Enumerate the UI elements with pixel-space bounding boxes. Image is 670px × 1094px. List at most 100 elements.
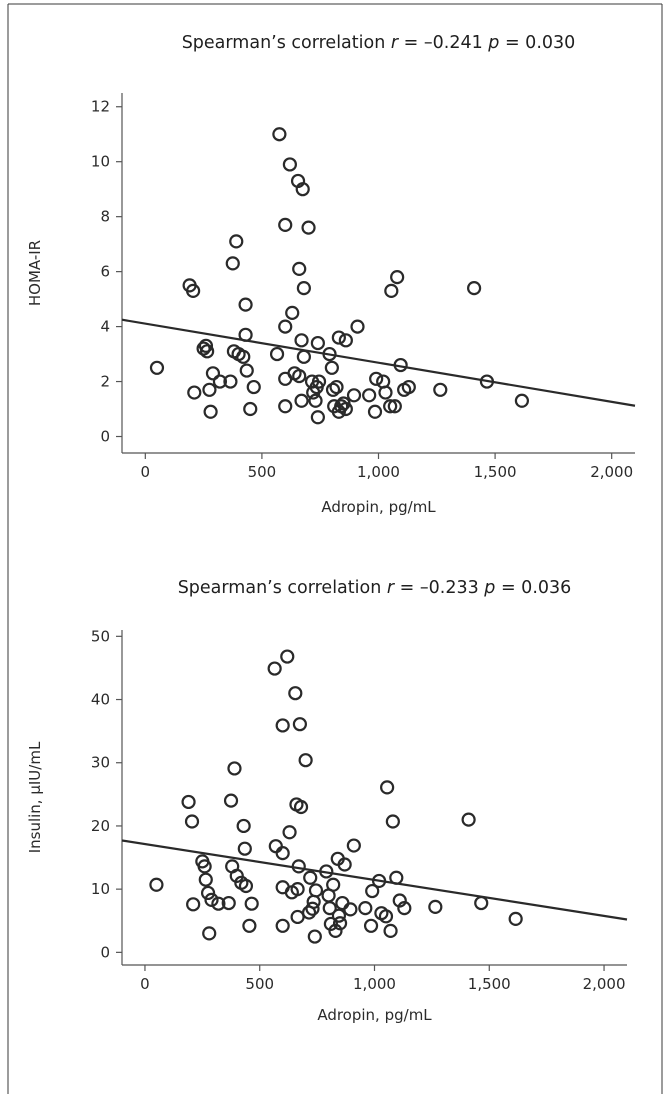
data-point	[244, 896, 259, 911]
data-point	[326, 877, 341, 892]
data-point	[282, 825, 297, 840]
data-point	[329, 379, 344, 395]
data-point	[223, 793, 239, 808]
data-point	[461, 812, 476, 827]
data-point	[227, 761, 242, 776]
data-point	[285, 305, 300, 320]
chart-title: Spearman’s correlation r = –0.233 p = 0.…	[178, 578, 572, 598]
title-pre: Spearman’s correlation	[178, 578, 387, 598]
data-point	[363, 918, 379, 933]
data-point	[337, 857, 352, 872]
title-r-val: = –0.241	[398, 33, 488, 53]
data-point	[319, 864, 334, 879]
data-point	[474, 895, 489, 911]
data-point	[390, 270, 405, 285]
data-point	[428, 899, 443, 914]
y-tick-label: 0	[100, 428, 110, 446]
data-point	[433, 382, 448, 397]
title-p-sym: p	[483, 578, 495, 598]
y-tick-label: 40	[91, 691, 110, 709]
data-point	[181, 794, 196, 810]
data-point	[290, 882, 305, 897]
data-point	[295, 182, 310, 197]
data-point	[362, 388, 377, 403]
y-tick-label: 2	[100, 373, 110, 391]
data-point	[514, 393, 530, 408]
x-tick-label: 500	[248, 463, 277, 481]
data-point	[294, 333, 309, 348]
data-point	[272, 127, 287, 142]
data-point	[393, 357, 408, 373]
data-point	[322, 346, 337, 362]
data-point	[278, 319, 293, 334]
data-point	[288, 686, 303, 701]
data-point	[184, 814, 200, 829]
y-tick-label: 30	[91, 754, 110, 772]
data-point	[239, 363, 254, 378]
y-tick-label: 50	[91, 627, 110, 645]
data-point	[236, 818, 251, 834]
data-point	[384, 283, 399, 298]
data-point	[290, 909, 305, 925]
y-tick-label: 10	[91, 880, 110, 898]
data-point	[280, 649, 295, 664]
data-point	[278, 217, 293, 233]
data-point	[278, 399, 293, 414]
data-point	[202, 926, 217, 941]
data-point	[205, 366, 221, 381]
data-point	[383, 399, 398, 414]
x-tick-label: 1,000	[357, 463, 400, 481]
data-point	[392, 893, 407, 908]
data-point	[275, 846, 290, 861]
data-point	[269, 346, 285, 362]
data-point	[467, 281, 482, 296]
title-r-sym: r	[387, 578, 396, 598]
data-point	[149, 360, 165, 375]
data-point	[401, 379, 416, 395]
data-point	[221, 895, 236, 911]
y-axis-label: Insulin, μIU/mL	[26, 741, 44, 853]
chart-homa-ir: Spearman’s correlation r = –0.241 p = 0.…	[26, 33, 636, 516]
y-axis-label: HOMA-IR	[26, 240, 44, 306]
data-point	[200, 885, 216, 901]
title-p-sym: p	[487, 33, 499, 53]
data-point	[338, 401, 353, 417]
data-point	[243, 401, 258, 417]
data-point	[311, 374, 327, 389]
data-point	[397, 901, 412, 916]
regression-line	[121, 318, 636, 407]
data-point	[238, 878, 254, 894]
data-point	[332, 916, 348, 931]
data-point	[358, 901, 373, 916]
data-point	[211, 896, 226, 911]
data-point	[346, 838, 361, 853]
data-point	[380, 780, 395, 795]
data-point	[268, 839, 283, 854]
x-tick-label: 1,500	[474, 463, 517, 481]
title-r-sym: r	[391, 33, 400, 53]
data-point	[387, 399, 402, 414]
data-point	[371, 873, 387, 889]
data-point	[296, 281, 311, 296]
x-tick-label: 0	[141, 463, 151, 481]
data-point	[322, 901, 337, 916]
data-point	[301, 220, 316, 235]
data-point	[187, 385, 202, 400]
data-point	[291, 859, 306, 874]
data-point	[204, 892, 219, 907]
data-point	[325, 382, 341, 397]
data-point	[200, 344, 215, 359]
data-point	[223, 374, 238, 389]
data-point	[293, 799, 309, 815]
y-tick-label: 4	[100, 318, 110, 336]
data-point	[508, 911, 523, 926]
data-point	[242, 918, 257, 933]
y-tick-label: 12	[91, 98, 110, 116]
data-point	[346, 388, 362, 403]
x-tick-label: 0	[140, 975, 150, 993]
title-r-val: = –0.233	[394, 578, 484, 598]
data-point	[479, 374, 495, 389]
x-axis-label: Adropin, pg/mL	[317, 1006, 432, 1024]
data-point	[196, 341, 211, 356]
data-point	[246, 379, 261, 395]
